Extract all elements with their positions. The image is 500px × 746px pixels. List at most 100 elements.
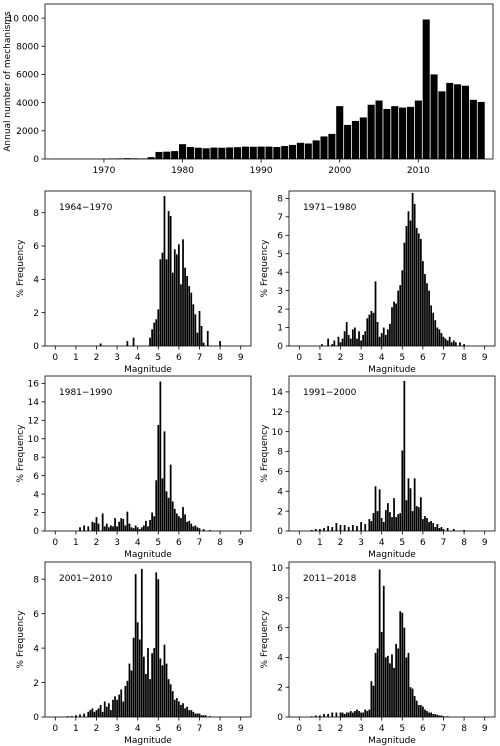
x-axis-label: Magnitude xyxy=(124,736,172,746)
x-tick-label: 9 xyxy=(238,724,244,734)
bar xyxy=(89,710,92,717)
x-tick-label: 8 xyxy=(461,538,467,548)
bar xyxy=(419,497,422,531)
y-tick-label: 0 xyxy=(277,527,283,537)
bar xyxy=(124,686,127,717)
bar xyxy=(469,99,477,159)
bar xyxy=(149,679,151,717)
bar xyxy=(380,632,383,717)
y-tick-label: 16 xyxy=(28,380,40,390)
y-tick-label: 0 xyxy=(277,342,283,352)
bar xyxy=(175,698,178,717)
bar xyxy=(178,516,180,531)
bar xyxy=(171,151,179,159)
bar xyxy=(241,146,249,159)
bar xyxy=(432,523,435,531)
period-label: 1964−1970 xyxy=(59,203,113,213)
bar xyxy=(132,337,135,346)
bar xyxy=(380,518,383,531)
bar xyxy=(442,529,445,531)
bar xyxy=(159,381,162,531)
bar xyxy=(123,158,132,159)
period-label: 1991−2000 xyxy=(303,388,357,398)
bar xyxy=(407,211,410,346)
bar xyxy=(335,712,338,717)
bar xyxy=(387,329,389,346)
bar xyxy=(428,522,430,531)
bar xyxy=(384,510,387,531)
x-tick-label: 3 xyxy=(114,353,120,363)
x-tick-label: 7 xyxy=(441,353,447,363)
bar xyxy=(173,699,176,717)
plot-frame xyxy=(288,190,496,347)
bar xyxy=(356,338,358,346)
bar xyxy=(422,261,424,346)
bar xyxy=(434,714,437,717)
bar xyxy=(143,525,145,531)
bar xyxy=(347,712,350,717)
bar xyxy=(349,338,352,346)
bar xyxy=(157,579,160,717)
period-label: 1981−1990 xyxy=(59,388,113,398)
bar xyxy=(374,281,377,346)
bar xyxy=(182,239,184,346)
x-tick-label: 5 xyxy=(399,538,405,548)
bar xyxy=(151,512,153,531)
x-tick-label: 0 xyxy=(52,353,58,363)
bar xyxy=(157,309,160,346)
bar xyxy=(393,498,395,531)
bar xyxy=(180,518,182,531)
bar xyxy=(417,507,420,531)
y-tick-label: 8 xyxy=(277,594,283,604)
bar xyxy=(153,322,156,346)
x-axis-label: Magnitude xyxy=(124,365,172,375)
bar xyxy=(116,699,118,717)
bar xyxy=(204,715,207,717)
bar xyxy=(343,331,346,346)
x-tick-label: 7 xyxy=(197,353,203,363)
bar xyxy=(376,511,379,531)
bar xyxy=(399,107,407,159)
x-tick-label: 0 xyxy=(296,538,302,548)
bar xyxy=(362,334,365,346)
bar xyxy=(66,716,69,717)
period-label: 2001−2010 xyxy=(59,574,113,584)
bar xyxy=(120,518,123,531)
bar xyxy=(186,521,189,531)
bar xyxy=(419,238,422,346)
bar xyxy=(169,684,172,717)
y-tick-label: 14 xyxy=(28,398,40,408)
bar xyxy=(399,285,402,346)
x-tick-label: 5 xyxy=(155,353,161,363)
bar xyxy=(430,712,433,717)
bar xyxy=(175,513,178,531)
bar xyxy=(411,688,414,717)
x-tick-label: 4 xyxy=(379,724,385,734)
x-tick-label: 6 xyxy=(176,353,182,363)
bar xyxy=(208,530,211,531)
bar xyxy=(182,507,184,531)
bar xyxy=(169,464,172,531)
bar xyxy=(370,310,373,346)
bar xyxy=(454,84,462,159)
bar xyxy=(192,711,195,717)
chart-panel-5: 0 1 2 3 4 5 6 7 8 9 0 2 4 6 8 Magnitude % Frequency 2001−… xyxy=(16,561,252,746)
x-tick-label: 6 xyxy=(420,538,426,548)
bar xyxy=(126,341,129,346)
bar xyxy=(147,157,155,159)
bar xyxy=(101,711,104,717)
bar xyxy=(180,704,182,717)
bar xyxy=(122,519,125,531)
bar xyxy=(407,478,410,531)
y-tick-label: 6 xyxy=(277,624,283,634)
x-tick-label: 1 xyxy=(73,538,79,548)
bar xyxy=(159,259,162,346)
y-tick-label: 6 xyxy=(277,231,283,241)
bar xyxy=(107,527,110,531)
x-tick-label: 7 xyxy=(197,724,203,734)
bar xyxy=(134,574,137,717)
bar xyxy=(134,525,137,531)
bar xyxy=(409,687,412,717)
bar xyxy=(118,694,121,717)
bar xyxy=(422,519,424,531)
